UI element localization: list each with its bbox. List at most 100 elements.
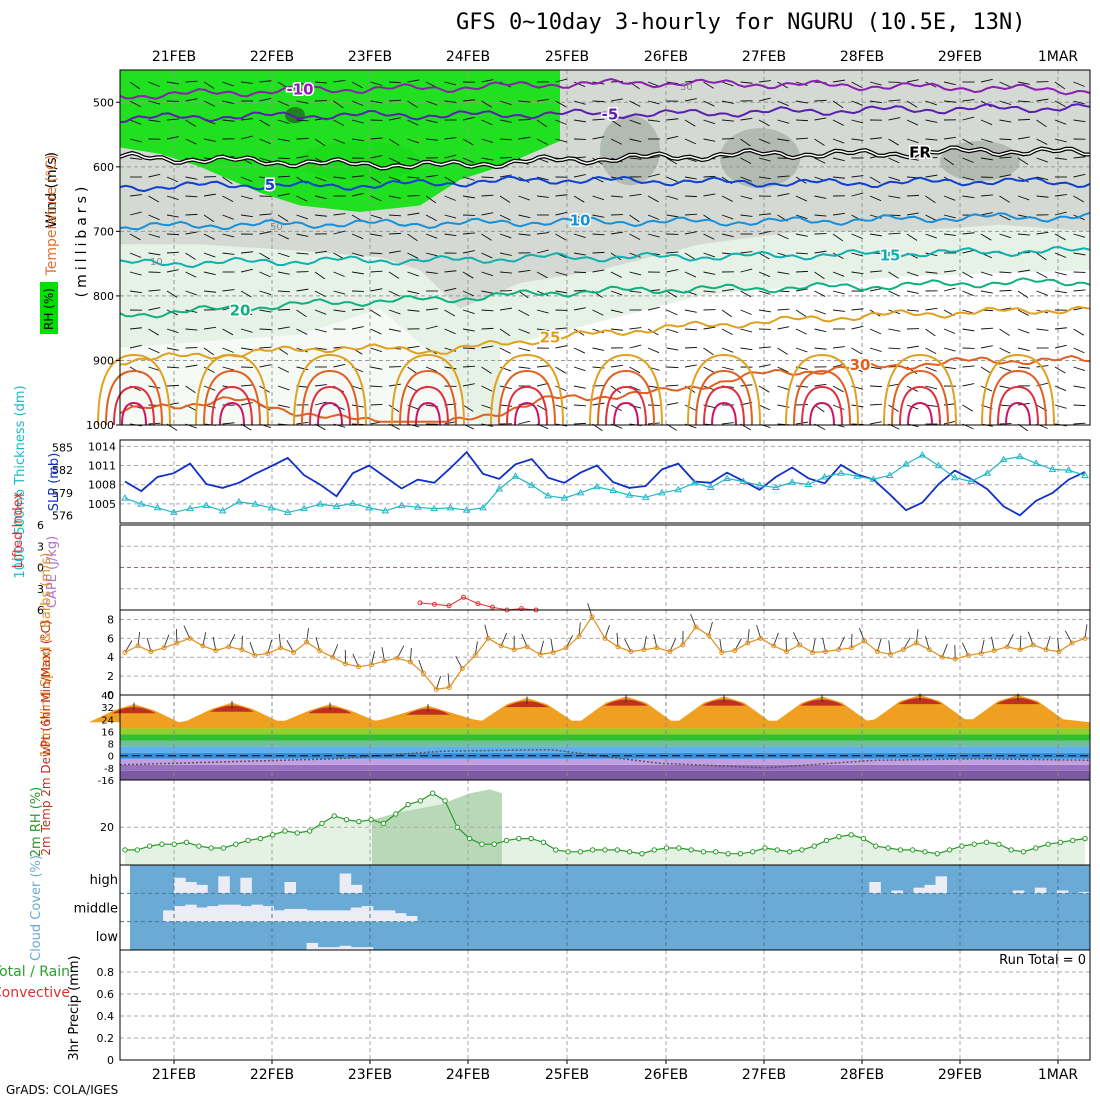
wind-barb — [758, 252, 770, 260]
rh-point — [934, 850, 941, 857]
wind-barb — [518, 420, 531, 425]
cloud-tick-label: middle — [74, 902, 118, 917]
thickness-point — [1048, 465, 1057, 472]
wind-barb — [148, 233, 161, 238]
rh-point — [713, 849, 719, 855]
thickness-point — [902, 460, 910, 467]
rh-point — [269, 832, 276, 838]
wind-barb — [943, 287, 956, 292]
temp-tick-label: -8 — [104, 764, 114, 775]
wind-barb — [999, 81, 1011, 88]
rh-point — [503, 837, 510, 844]
wind-barb — [740, 157, 752, 165]
label-group: 2m Temp 2m DewPt (6hr Min/Max) (°C) — [39, 620, 53, 855]
wind-barb — [499, 252, 512, 256]
wind-barb — [1054, 100, 1066, 108]
wind-barb — [1017, 269, 1030, 273]
rh-point — [380, 820, 387, 827]
wind-barb — [481, 233, 492, 241]
wind-barb — [925, 119, 938, 123]
slp-tick-label: 1014 — [88, 440, 116, 453]
rh-point — [663, 845, 670, 851]
wind-barb — [388, 117, 401, 121]
footer-credit: GrADS: COLA/IGES — [6, 1083, 119, 1097]
wind-barb — [185, 176, 198, 180]
date-label-bottom: 1MAR — [1038, 1067, 1079, 1083]
wind-barb — [684, 119, 696, 127]
thickness-point — [837, 469, 845, 476]
wind-barb — [555, 233, 567, 241]
cloud-bar-middle — [284, 908, 297, 922]
wind-barb — [740, 117, 753, 121]
wind-barb — [906, 271, 919, 277]
wind-barb — [425, 100, 438, 106]
thickness-axis-label: 1000~500mb Thickness (dm) — [13, 385, 28, 578]
wind-barb — [869, 328, 882, 335]
thickness-point — [544, 491, 552, 499]
wind-barb — [444, 287, 457, 292]
wind-barb — [814, 99, 827, 102]
wind-barb — [721, 422, 734, 425]
wind-barb — [925, 195, 936, 204]
wind-barb — [536, 195, 549, 198]
wind-barb — [740, 214, 753, 217]
wind-barb — [129, 81, 141, 90]
wind-barb — [555, 366, 567, 374]
cloud-bar-high — [1034, 887, 1047, 894]
y-tick-label: 700 — [93, 225, 114, 238]
wind-barb — [407, 290, 420, 295]
wind-barb — [499, 271, 512, 274]
wind-barb — [388, 176, 401, 182]
wind-barb — [129, 138, 142, 143]
wind-barb — [1073, 366, 1086, 371]
lifted-index-point — [432, 601, 437, 607]
wind-barb — [222, 119, 235, 122]
wind-barb — [1017, 328, 1030, 334]
cloud-bar-middle — [262, 906, 274, 922]
label-group: CAPE (J/kg) — [45, 536, 60, 608]
wind-barb — [629, 214, 640, 223]
wind-barb — [684, 195, 698, 198]
wind-barb — [222, 366, 235, 371]
temperature-contour — [97, 353, 171, 426]
wind-speed-point — [407, 659, 413, 665]
side-label-group: RH (%) — [42, 288, 56, 330]
wind-barb — [333, 271, 345, 277]
wind-barb — [629, 233, 641, 241]
rh-point — [762, 845, 768, 851]
wind-barb — [407, 271, 419, 277]
rh-point — [848, 832, 854, 838]
thickness-point — [153, 503, 162, 511]
wind-barb — [814, 250, 827, 254]
wind-barb — [462, 347, 476, 350]
wind-barb — [832, 309, 845, 312]
wind-barb — [777, 119, 790, 124]
wind-barb — [351, 192, 364, 197]
wind-barb — [351, 138, 364, 142]
temperature-contour — [119, 175, 1091, 193]
temperature-contour-label: -5 — [602, 105, 619, 123]
wind-barb — [832, 233, 844, 242]
cloud-bar-middle — [196, 907, 208, 922]
cloud-bar-low — [350, 947, 363, 950]
wind-barb — [573, 366, 586, 372]
wind-barb — [666, 384, 679, 387]
wind-barb — [314, 138, 326, 147]
wind-barb — [407, 366, 418, 375]
wind-barb — [129, 252, 142, 258]
thickness-point — [560, 494, 569, 501]
wind-barb — [555, 194, 568, 197]
wind-barb — [795, 288, 808, 292]
thickness-point — [690, 479, 699, 486]
wind-barb — [943, 214, 956, 219]
wind-barb — [518, 100, 531, 103]
wind-barb — [703, 193, 716, 197]
temperature-band — [120, 764, 1090, 771]
cloud-bar-high — [284, 882, 297, 894]
wind-barb — [407, 345, 420, 349]
wind-barb — [999, 347, 1011, 354]
rh-region-green — [120, 70, 560, 212]
wind-barb — [425, 195, 437, 204]
wind-barb — [462, 383, 475, 387]
wind-barb — [999, 233, 1012, 239]
